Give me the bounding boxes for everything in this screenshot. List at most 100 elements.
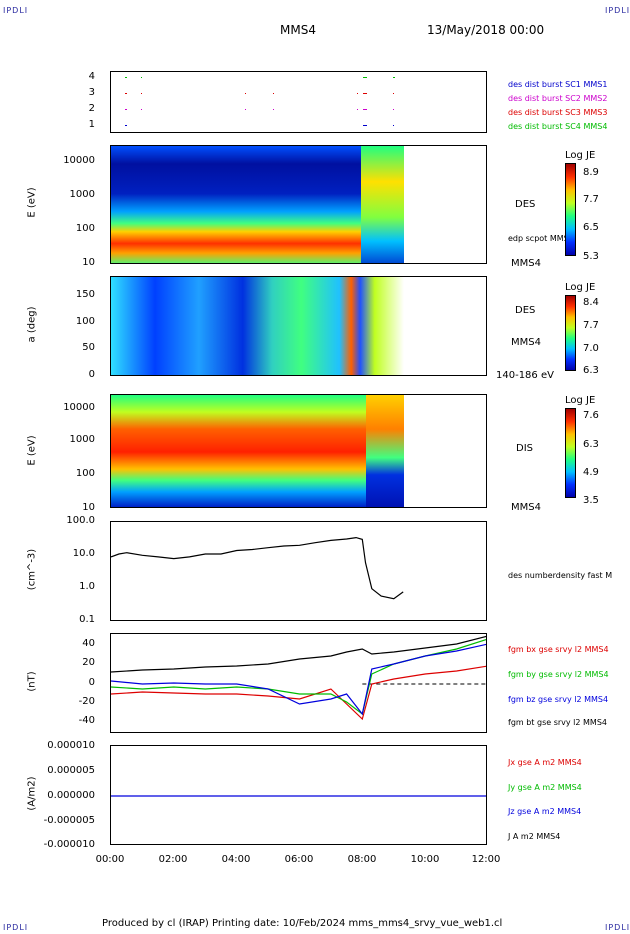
des-pitch-sub-label: MMS4: [511, 337, 541, 348]
burst-ytick: 3: [88, 87, 95, 98]
des-pitch-cbar-tick: 6.3: [583, 365, 599, 376]
bfield-legend-by: fgm by gse srvy l2 MMS4: [508, 670, 609, 679]
current-plot: [111, 795, 486, 797]
density-ylabel: (cm^-3): [26, 548, 38, 591]
des-pitch-cbar-tick: 8.4: [583, 297, 599, 308]
bfield-plot: [111, 635, 486, 721]
x-tick-label: 04:00: [221, 854, 251, 865]
bfield-by-line: [111, 639, 486, 716]
bfield-legend-bz: fgm bz gse srvy l2 MMS4: [508, 695, 609, 704]
bfield-ylabel: (nT): [26, 671, 38, 692]
dis-cbar-tick: 6.3: [583, 439, 599, 450]
des-energy-ytick: 10000: [63, 155, 95, 166]
x-tick-label: 06:00: [284, 854, 314, 865]
current-legend-jy: Jy gse A m2 MMS4: [508, 783, 582, 792]
density-series-line: [111, 536, 404, 600]
burst-legend-mms2: des dist burst SC2 MMS2: [508, 94, 608, 103]
des-energy-ytick: 10: [82, 257, 95, 268]
des-energy-ytick: 1000: [69, 189, 95, 200]
dis-instrument-label: DIS: [516, 443, 533, 454]
current-ytick: 0.000010: [47, 740, 95, 751]
bfield-ytick: 20: [82, 657, 95, 668]
bfield-legend-bt: fgm bt gse srvy l2 MMS4: [508, 718, 607, 727]
dis-energy-ylabel: E (eV): [26, 435, 38, 466]
dis-cbar-tick: 7.6: [583, 410, 599, 421]
bfield-bz-line: [111, 643, 486, 716]
des-pitch-cbar-tick: 7.7: [583, 320, 599, 331]
density-ytick: 10.0: [72, 548, 95, 559]
current-panel: [110, 745, 487, 845]
des-energy-bottom-label: MMS4: [511, 258, 541, 269]
des-pitch-cbar-title: Log JE: [565, 282, 596, 293]
bfield-bx-line: [111, 665, 486, 721]
burst-ytick: 4: [88, 71, 95, 82]
x-tick-label: 12:00: [471, 854, 501, 865]
dis-cbar-tick: 4.9: [583, 467, 599, 478]
des-pitch-instrument-label: DES: [515, 305, 536, 316]
density-ytick: 1.0: [79, 581, 95, 592]
dis-cbar-tick: 3.5: [583, 495, 599, 506]
bfield-ytick: -20: [78, 696, 95, 707]
x-tick-label: 10:00: [410, 854, 440, 865]
density-panel: [110, 521, 487, 621]
bfield-legend-bx: fgm bx gse srvy l2 MMS4: [508, 645, 609, 654]
dis-energy-ytick: 100: [75, 468, 95, 479]
des-energy-image: [111, 146, 486, 263]
burst-ytick: 2: [88, 103, 95, 114]
des-pitch-spectrogram: [110, 276, 487, 376]
des-pitch-image: [111, 277, 486, 375]
des-energy-ytick: 100: [75, 223, 95, 234]
des-pitch-ytick: 100: [75, 316, 95, 327]
dis-energy-ytick: 10000: [63, 402, 95, 413]
des-energy-instrument-label: DES: [515, 199, 536, 210]
des-energy-ylabel: E (eV): [26, 187, 38, 218]
x-tick-label: 02:00: [158, 854, 188, 865]
burst-ytick: 1: [88, 119, 95, 130]
burst-panel: [110, 71, 487, 133]
dis-energy-spectrogram: [110, 394, 487, 508]
date-title: 13/May/2018 00:00: [427, 23, 545, 37]
dis-colorbar: [565, 408, 576, 498]
bfield-ytick: 40: [82, 638, 95, 649]
des-energy-spectrogram: [110, 145, 487, 264]
des-energy-scpot-label: edp scpot MMS4: [508, 234, 574, 243]
bfield-bt-line: [111, 635, 486, 673]
corner-label-top-right: IPDLI: [605, 6, 630, 15]
corner-label-bottom-left: IPDLI: [3, 923, 29, 932]
burst-marks: [125, 77, 395, 126]
x-tick-label: 08:00: [347, 854, 377, 865]
dis-bottom-label: MMS4: [511, 502, 541, 513]
bfield-panel: [110, 633, 487, 733]
bfield-ytick: -40: [78, 715, 95, 726]
corner-label-bottom-right: IPDLI: [605, 923, 630, 932]
x-tick-label: 00:00: [95, 854, 125, 865]
des-pitch-ytick: 0: [88, 369, 95, 380]
corner-label-top-left: IPDLI: [3, 6, 29, 15]
dis-energy-ytick: 1000: [69, 434, 95, 445]
des-energy-colorbar: [565, 163, 576, 256]
burst-legend-mms1: des dist burst SC1 MMS1: [508, 80, 608, 89]
current-legend-jz: Jz gse A m2 MMS4: [508, 807, 582, 816]
current-ytick: 0.000005: [47, 765, 95, 776]
current-ytick: 0.000000: [47, 790, 95, 801]
des-energy-cbar-title: Log JE: [565, 150, 596, 161]
burst-legend-mms4: des dist burst SC4 MMS4: [508, 122, 608, 131]
current-legend-j: J A m2 MMS4: [508, 832, 561, 841]
burst-legend-mms3: des dist burst SC3 MMS3: [508, 108, 608, 117]
density-ytick: 100.0: [66, 515, 95, 526]
current-ytick: -0.000010: [43, 839, 95, 850]
des-energy-cbar-tick: 6.5: [583, 222, 599, 233]
current-legend-jx: Jx gse A m2 MMS4: [508, 758, 582, 767]
des-pitch-cbar-tick: 7.0: [583, 343, 599, 354]
current-ytick: -0.000005: [43, 815, 95, 826]
dis-energy-ytick: 10: [82, 502, 95, 513]
spacecraft-title: MMS4: [280, 23, 316, 37]
des-energy-cbar-tick: 8.9: [583, 167, 599, 178]
density-plot: [111, 536, 404, 600]
des-energy-cbar-tick: 7.7: [583, 194, 599, 205]
des-pitch-energy-label: 140-186 eV: [496, 370, 554, 381]
des-energy-cbar-tick: 5.3: [583, 251, 599, 262]
footer-credits: Produced by cl (IRAP) Printing date: 10/…: [102, 918, 503, 929]
des-pitch-colorbar: [565, 295, 576, 371]
des-pitch-ytick: 150: [75, 289, 95, 300]
